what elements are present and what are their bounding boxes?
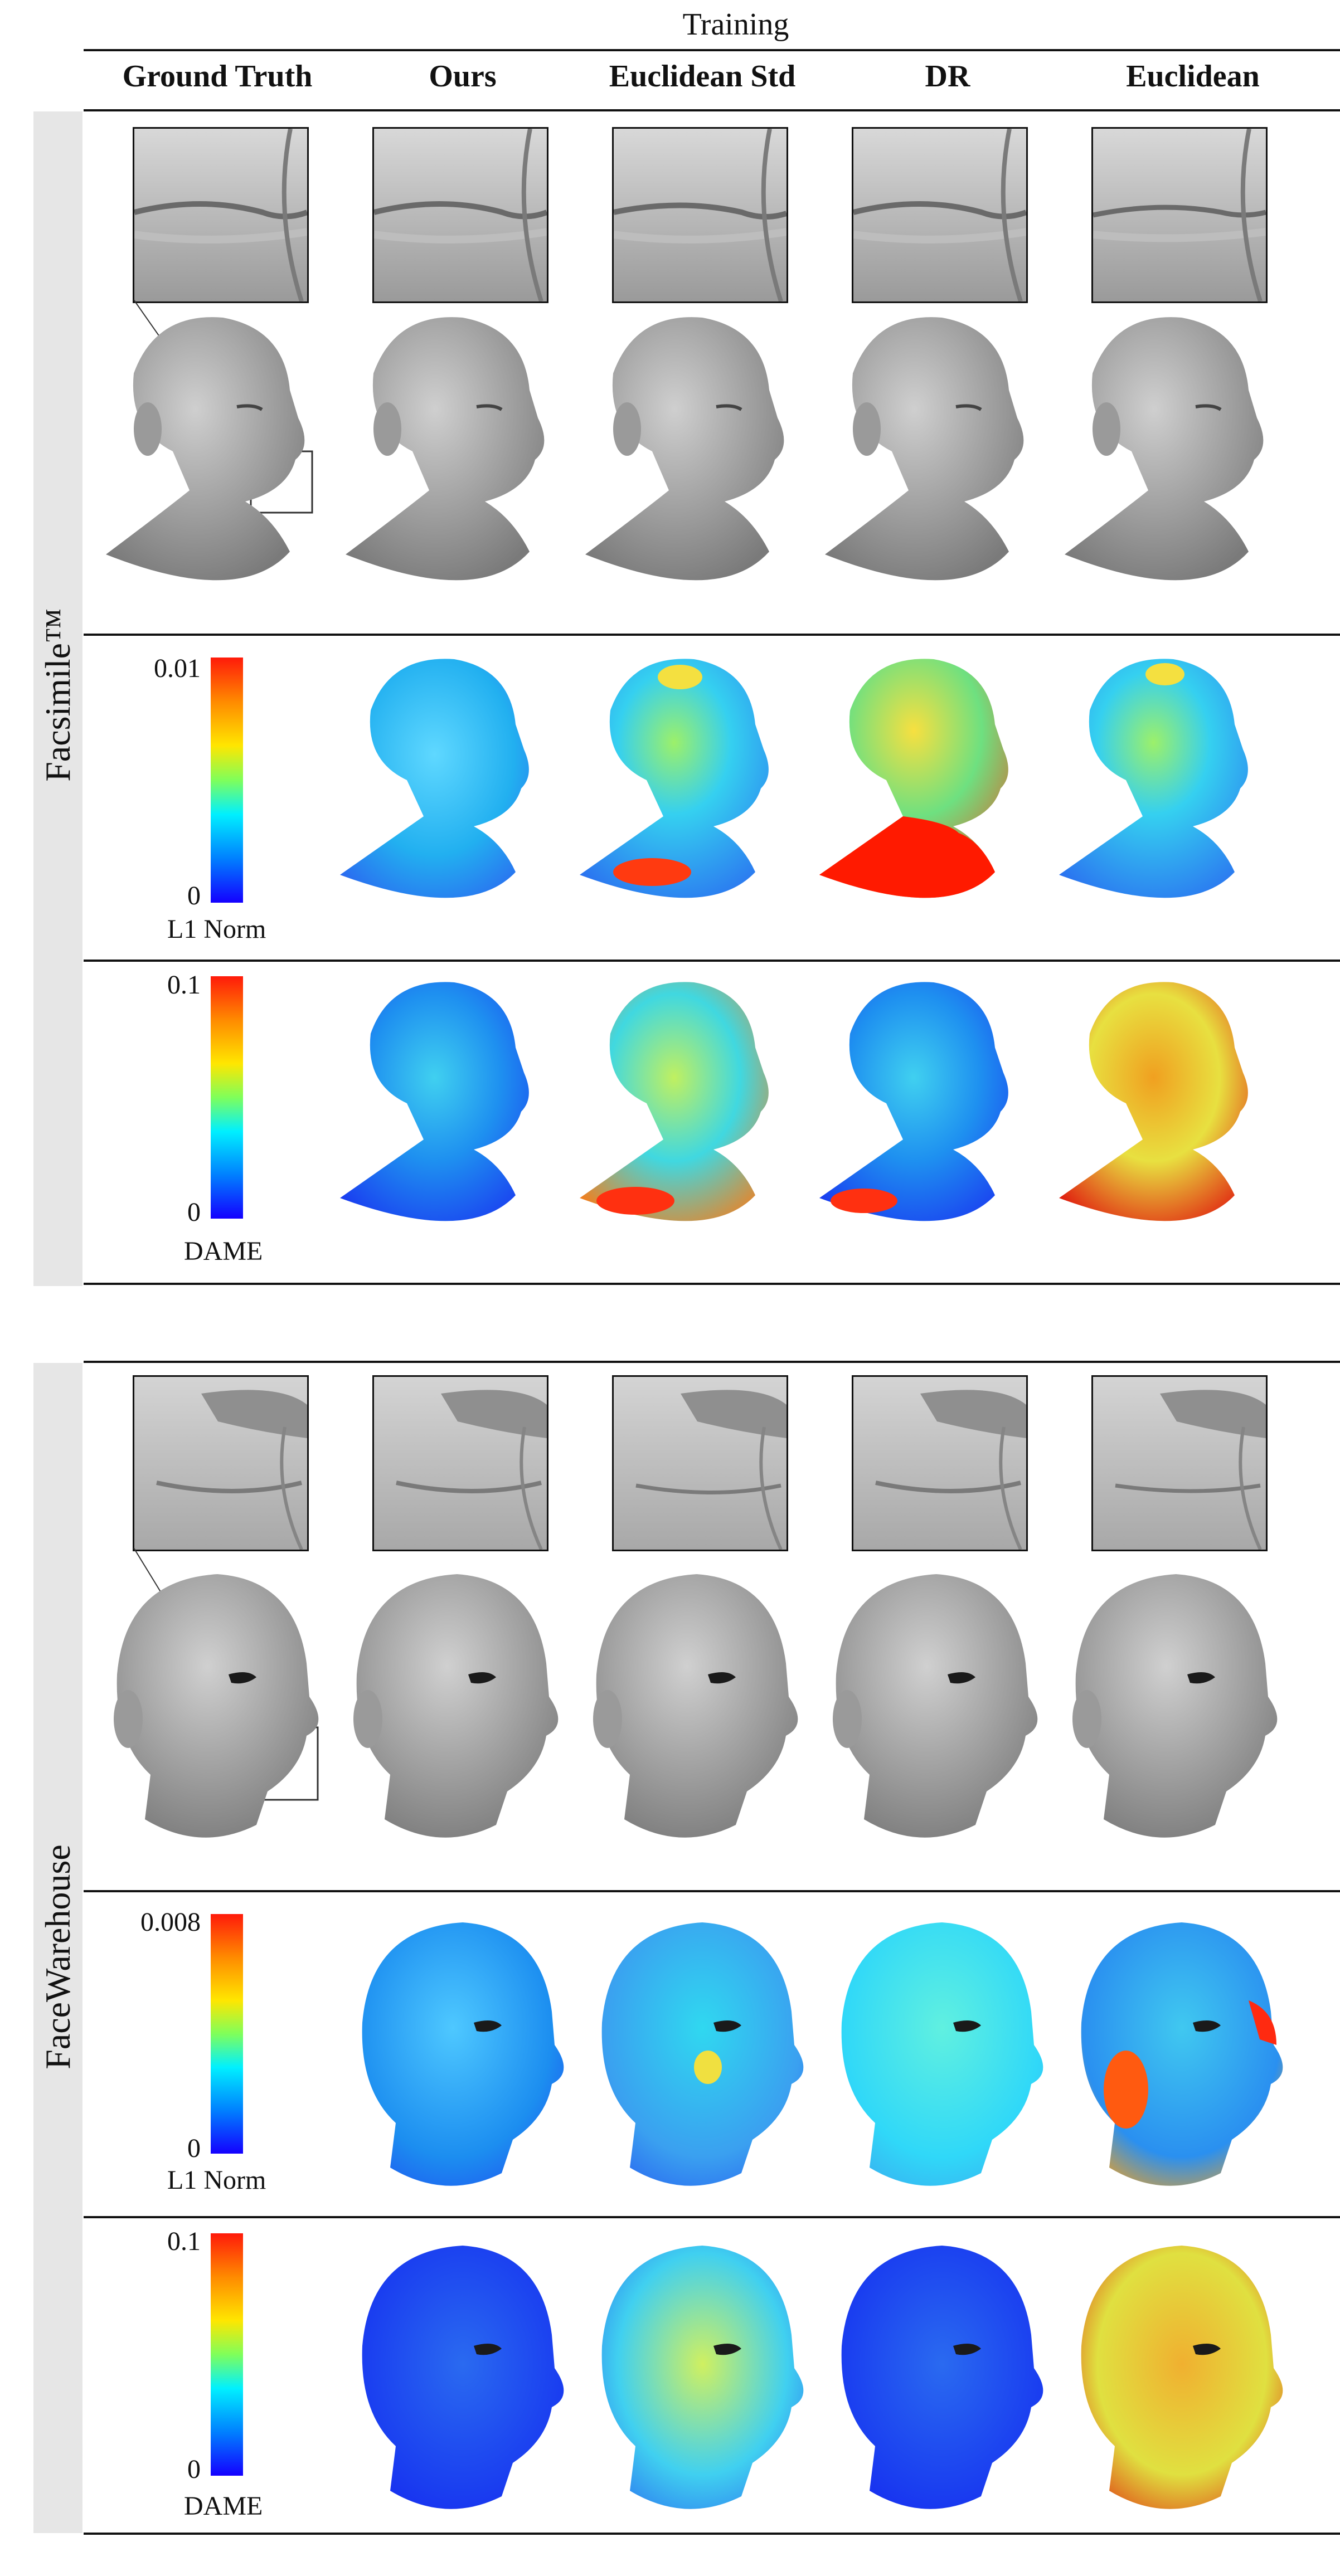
row-divider-4: [84, 2216, 1340, 2218]
colorbar-metric-label: L1 Norm: [167, 914, 266, 944]
colorbar-max-label: 0.1: [167, 2227, 201, 2256]
row-divider-3: [84, 1890, 1340, 1892]
eucstd-mesh-cell-facewarehouse: [574, 1371, 808, 1861]
colorbar-metric-label: DAME: [184, 1236, 263, 1266]
column-header-euclidean: Euclidean: [1126, 59, 1260, 94]
colorbar-min-label: 0: [187, 881, 201, 910]
euc-head-mesh: [1072, 1574, 1278, 1838]
header-rule-top: [84, 49, 1340, 51]
dame-error-heads-facewarehouse: [362, 2246, 1283, 2509]
row-divider-1: [84, 634, 1340, 636]
l1-head-ours: [340, 659, 529, 898]
ours-zoom-inset: [372, 127, 548, 303]
eucstd-mesh-cell-facsimile: [574, 123, 808, 613]
dame-head-dr: [841, 2246, 1043, 2509]
dame-head-euclidean: [1081, 2246, 1283, 2509]
dr-zoom-inset: [852, 1375, 1028, 1551]
l1-head-ours: [362, 1922, 564, 2186]
column-header-dr: DR: [925, 59, 970, 94]
section-divider-1: [84, 1283, 1340, 1285]
section-sidebar-facsimile: [33, 111, 82, 1286]
colorbar-min-label: 0: [187, 2134, 201, 2163]
eucstd-head-mesh: [585, 317, 784, 581]
header-rule-bottom: [84, 109, 1340, 111]
colorbar-metric-label: DAME: [184, 2491, 263, 2521]
l1-head-dr: [841, 1922, 1043, 2186]
column-header-euclidean-std: Euclidean Std: [609, 59, 796, 94]
euc-zoom-inset: [1091, 127, 1268, 303]
dame-head-euclidean-std: [580, 982, 769, 1221]
l1-error-heads-facsimile: [340, 659, 1248, 898]
dame-head-ours: [362, 2246, 564, 2509]
l1-head-euclidean-std: [580, 659, 769, 898]
colorbar-min-label: 0: [187, 1197, 201, 1227]
ours-zoom-inset: [372, 1375, 548, 1551]
euc-zoom-inset: [1091, 1375, 1268, 1551]
section-bottom-rule-2: [84, 2533, 1340, 2535]
colorbar-max-label: 0.01: [154, 654, 201, 683]
l1-head-dr: [819, 659, 1008, 898]
dr-head-mesh: [825, 317, 1024, 581]
dr-mesh-cell-facewarehouse: [814, 1371, 1048, 1861]
l1-error-heads-facewarehouse: [362, 1922, 1283, 2186]
ours-head-mesh: [346, 317, 545, 581]
gt-mesh-cell-facsimile: [95, 123, 329, 613]
colorbar-gradient: [211, 976, 243, 1219]
eucstd-head-mesh: [593, 1574, 798, 1838]
colorbar-max-label: 0.008: [140, 1907, 201, 1937]
dr-zoom-inset: [852, 127, 1028, 303]
gt-head-mesh: [106, 317, 305, 581]
ours-mesh-cell-facewarehouse: [334, 1371, 569, 1861]
l1-head-euclidean: [1059, 659, 1248, 898]
eucstd-zoom-inset: [612, 127, 788, 303]
ours-mesh-cell-facsimile: [334, 123, 569, 613]
colorbar-gradient: [211, 658, 243, 903]
gt-head-mesh: [114, 1574, 319, 1838]
dr-head-mesh: [833, 1574, 1038, 1838]
row-divider-2: [84, 960, 1340, 962]
euc-head-mesh: [1065, 317, 1264, 581]
colorbar-min-label: 0: [187, 2455, 201, 2484]
l1-head-euclidean: [1081, 1922, 1283, 2186]
colorbar-max-label: 0.1: [167, 970, 201, 1000]
ours-head-mesh: [353, 1574, 559, 1838]
euc-mesh-cell-facsimile: [1053, 123, 1288, 613]
dr-mesh-cell-facsimile: [814, 123, 1048, 613]
gt-zoom-inset: [133, 1375, 309, 1551]
section-label-facewarehouse: FaceWarehouse: [38, 1844, 77, 2069]
dame-head-euclidean-std: [601, 2246, 804, 2509]
column-header-ours: Ours: [429, 59, 497, 94]
eucstd-zoom-inset: [612, 1375, 788, 1551]
l1-head-euclidean-std: [601, 1922, 804, 2186]
dame-error-heads-facsimile: [340, 982, 1248, 1221]
section-label-facsimile: Facsimile™: [38, 608, 77, 782]
column-header-ground-truth: Ground Truth: [122, 59, 313, 94]
figure-top-label: Training: [682, 7, 789, 42]
dame-head-dr: [819, 982, 1008, 1221]
gt-zoom-inset: [133, 127, 309, 303]
dame-head-euclidean: [1059, 982, 1248, 1221]
gt-mesh-cell-facewarehouse: [95, 1371, 329, 1861]
euc-mesh-cell-facewarehouse: [1053, 1371, 1288, 1861]
colorbar-gradient: [211, 2233, 243, 2476]
section-top-rule-2: [84, 1361, 1340, 1363]
dame-head-ours: [340, 982, 529, 1221]
colorbar-metric-label: L1 Norm: [167, 2165, 266, 2195]
colorbar-gradient: [211, 1914, 243, 2154]
section-sidebar-facewarehouse: [33, 1363, 82, 2533]
